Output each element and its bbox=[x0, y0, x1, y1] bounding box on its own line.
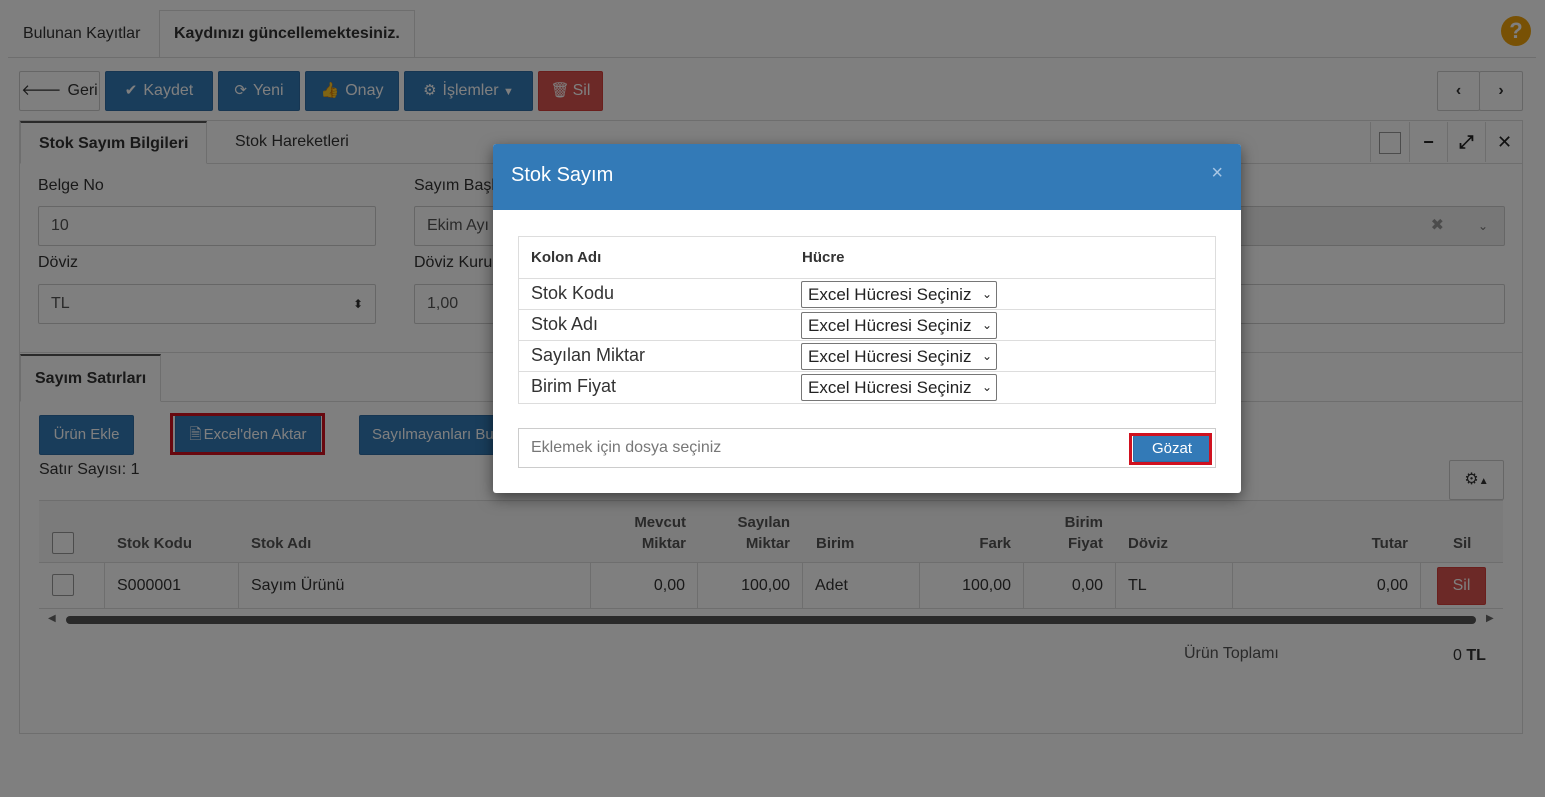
chevron-down-icon: ⌄ bbox=[981, 318, 992, 332]
table-row: Stok Kodu Excel Hücresi Seçiniz ⌄ bbox=[519, 279, 1215, 310]
excel-cell-select[interactable]: Excel Hücresi Seçiniz ⌄ bbox=[801, 374, 997, 401]
select-value: Excel Hücresi Seçiniz bbox=[808, 285, 972, 304]
column-name: Stok Adı bbox=[531, 314, 599, 334]
select-value: Excel Hücresi Seçiniz bbox=[808, 316, 972, 335]
header-hucre: Hücre bbox=[802, 249, 845, 266]
stok-sayim-modal: Stok Sayım × Kolon Adı Hücre Stok Kodu E… bbox=[493, 144, 1241, 493]
modal-header: Stok Sayım × bbox=[493, 144, 1241, 210]
table-row: Stok Adı Excel Hücresi Seçiniz ⌄ bbox=[519, 310, 1215, 341]
close-icon[interactable]: × bbox=[1211, 162, 1223, 184]
modal-title: Stok Sayım bbox=[511, 164, 614, 186]
chevron-down-icon: ⌄ bbox=[981, 380, 992, 394]
chevron-down-icon: ⌄ bbox=[981, 349, 992, 363]
table-row: Sayılan Miktar Excel Hücresi Seçiniz ⌄ bbox=[519, 341, 1215, 372]
column-name: Sayılan Miktar bbox=[531, 345, 646, 365]
mapping-table-header: Kolon Adı Hücre bbox=[519, 237, 1215, 279]
column-mapping-table: Kolon Adı Hücre Stok Kodu Excel Hücresi … bbox=[518, 236, 1216, 404]
column-name: Stok Kodu bbox=[531, 283, 615, 303]
header-kolon-adi: Kolon Adı bbox=[531, 249, 602, 266]
browse-highlight bbox=[1129, 433, 1212, 465]
excel-cell-select[interactable]: Excel Hücresi Seçiniz ⌄ bbox=[801, 343, 997, 370]
file-placeholder: Eklemek için dosya seçiniz bbox=[531, 439, 722, 456]
excel-cell-select[interactable]: Excel Hücresi Seçiniz ⌄ bbox=[801, 281, 997, 308]
chevron-down-icon: ⌄ bbox=[981, 287, 992, 301]
excel-cell-select[interactable]: Excel Hücresi Seçiniz ⌄ bbox=[801, 312, 997, 339]
select-value: Excel Hücresi Seçiniz bbox=[808, 347, 972, 366]
table-row: Birim Fiyat Excel Hücresi Seçiniz ⌄ bbox=[519, 372, 1215, 403]
file-input[interactable]: Eklemek için dosya seçiniz Gözat bbox=[518, 428, 1216, 468]
select-value: Excel Hücresi Seçiniz bbox=[808, 378, 972, 397]
column-name: Birim Fiyat bbox=[531, 376, 616, 396]
